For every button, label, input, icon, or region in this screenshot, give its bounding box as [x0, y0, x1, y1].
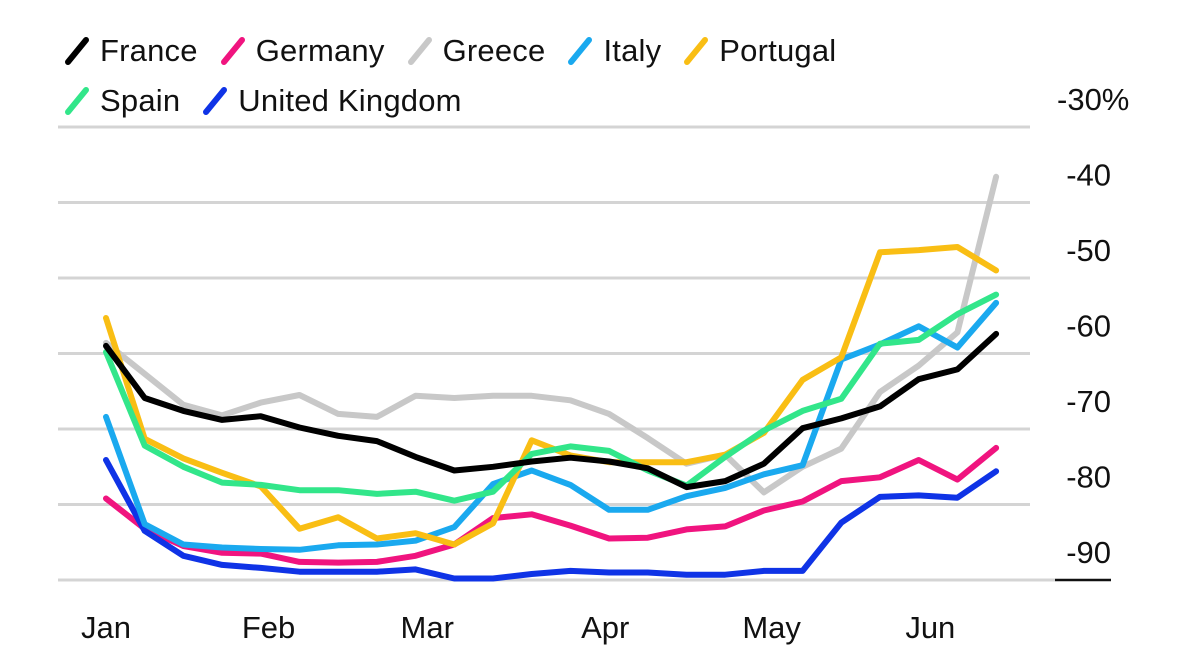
series-line-italy — [103, 299, 1000, 553]
legend-item-france: France — [64, 33, 198, 69]
legend-swatch-line — [220, 37, 245, 65]
y-tick-label: -70 — [1066, 384, 1111, 419]
legend-item-italy: Italy — [567, 33, 661, 69]
x-tick-label: Jun — [905, 610, 955, 645]
chart-legend: France Germany Greece Italy Portugal Spa… — [64, 26, 1024, 126]
legend-swatch-united-kingdom — [203, 87, 228, 115]
gridlines — [58, 125, 1111, 582]
y-axis-ticks: -30% -40 -50 -60 -70 -80 -90 — [1057, 82, 1129, 570]
legend-item-portugal: Portugal — [683, 33, 836, 69]
legend-swatch-line — [684, 37, 709, 65]
y-tick-label: -50 — [1066, 233, 1111, 268]
series-line-greece — [103, 173, 1000, 496]
legend-swatch-line — [407, 37, 432, 65]
series-lines — [103, 173, 1000, 582]
series-line-united-kingdom — [103, 457, 1000, 582]
legend-label-greece: Greece — [442, 33, 546, 68]
legend-item-united-kingdom: United Kingdom — [202, 83, 461, 119]
y-tick-label: -30% — [1057, 82, 1129, 117]
x-axis-ticks: Jan Feb Mar Apr May Jun — [81, 610, 955, 645]
legend-item-germany: Germany — [220, 33, 385, 69]
x-tick-label: May — [742, 610, 801, 645]
y-tick-label: -80 — [1066, 460, 1111, 495]
legend-label-france: France — [100, 33, 198, 68]
legend-swatch-greece — [407, 37, 432, 65]
legend-label-italy: Italy — [603, 33, 662, 68]
legend-row-2: Spain United Kingdom — [64, 76, 1024, 126]
x-tick-label: Feb — [242, 610, 295, 645]
y-tick-label: -40 — [1066, 158, 1111, 193]
x-tick-label: Mar — [401, 610, 454, 645]
x-tick-label: Jan — [81, 610, 131, 645]
legend-swatch-italy — [568, 37, 593, 65]
legend-label-spain: Spain — [100, 83, 181, 118]
y-tick-label: -60 — [1066, 309, 1111, 344]
legend-label-germany: Germany — [255, 33, 385, 68]
legend-swatch-portugal — [684, 37, 709, 65]
legend-label-portugal: Portugal — [719, 33, 837, 68]
series-line-france — [103, 330, 1000, 491]
legend-swatch-spain — [65, 87, 89, 115]
y-tick-label: -90 — [1066, 535, 1111, 570]
legend-swatch-line — [65, 87, 89, 115]
legend-swatch-france — [65, 37, 89, 65]
legend-row-1: France Germany Greece Italy Portugal — [64, 26, 1024, 76]
x-tick-label: Apr — [581, 610, 629, 645]
legend-item-greece: Greece — [407, 33, 546, 69]
legend-swatch-line — [568, 37, 593, 65]
legend-label-united-kingdom: United Kingdom — [238, 83, 462, 118]
legend-item-spain: Spain — [64, 83, 180, 119]
series-line-spain — [103, 291, 1000, 504]
series-line-germany — [103, 444, 1000, 566]
legend-swatch-line — [203, 87, 228, 115]
legend-swatch-germany — [220, 37, 245, 65]
legend-swatch-line — [65, 37, 89, 65]
